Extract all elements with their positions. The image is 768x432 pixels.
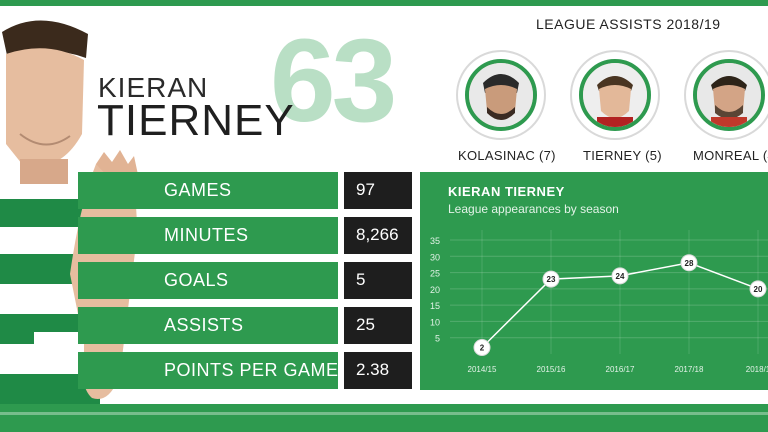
top-accent-bar: [0, 0, 768, 6]
x-tick-label: 2018/1: [746, 365, 768, 374]
player-first-name: KIERAN: [98, 72, 209, 103]
data-label: 24: [616, 272, 625, 281]
avatar-monreal: [693, 59, 765, 131]
stat-value: 2.38: [356, 360, 390, 379]
stat-row-minutes: MINUTES 8,266: [78, 217, 414, 254]
assist-player-avatar: [684, 50, 768, 140]
bottom-stripe: [0, 412, 768, 415]
stat-value-bg: [344, 352, 412, 389]
stat-label-bg: [78, 217, 338, 254]
assist-label-kolasinac: KOLASINAC (7): [458, 148, 556, 163]
data-label: 23: [547, 275, 556, 284]
stat-value: 97: [356, 180, 375, 199]
stat-value: 5: [356, 270, 366, 289]
x-tick-label: 2017/18: [675, 365, 704, 374]
y-tick-label: 35: [430, 236, 440, 246]
player-last-name: TIERNEY: [97, 96, 295, 145]
stat-row-games: GAMES 97: [78, 172, 414, 209]
assist-player-avatar: [456, 50, 546, 140]
stat-label: MINUTES: [164, 225, 249, 245]
x-tick-label: 2016/17: [606, 365, 635, 374]
y-tick-label: 30: [430, 252, 440, 262]
assists-title: LEAGUE ASSISTS 2018/19: [536, 16, 721, 32]
stat-value-bg: [344, 172, 412, 209]
data-point: [611, 267, 629, 285]
y-tick-label: 15: [430, 301, 440, 311]
chart-plot: 5 10 15 20 25 30 35 2 23 24 28 20 2014/15 2015/16 2016…: [430, 230, 768, 374]
stat-label: GOALS: [164, 270, 229, 290]
stat-label-bg: [78, 172, 338, 209]
stat-label: POINTS PER GAME: [164, 360, 339, 380]
bottom-accent-bar: [0, 404, 768, 432]
chart-subtitle: League appearances by season: [448, 202, 619, 216]
data-label: 2: [480, 343, 485, 352]
y-tick-label: 10: [430, 317, 440, 327]
appearances-chart: KIERAN TIERNEY League appearances by sea…: [420, 172, 768, 390]
stat-row-assists: ASSISTS 25: [78, 307, 414, 344]
assist-label-tierney: TIERNEY (5): [583, 148, 662, 163]
stat-value: 25: [356, 315, 375, 334]
data-label: 20: [754, 285, 763, 294]
stat-row-goals: GOALS 5: [78, 262, 414, 299]
data-label: 28: [685, 259, 694, 268]
y-tick-label: 25: [430, 269, 440, 279]
y-tick-label: 5: [435, 334, 440, 344]
stat-row-points-per-game: POINTS PER GAME 2.38: [78, 352, 414, 389]
stat-label: ASSISTS: [164, 315, 244, 335]
stat-label-bg: [78, 352, 338, 389]
avatar-kolasinac: [465, 59, 537, 131]
stat-value-bg: [344, 262, 412, 299]
stat-value-bg: [344, 217, 412, 254]
x-tick-label: 2014/15: [468, 365, 497, 374]
data-point: [680, 254, 698, 272]
stat-value-bg: [344, 307, 412, 344]
squad-number: 63: [270, 15, 397, 147]
stat-label-bg: [78, 262, 338, 299]
data-point: [473, 338, 491, 356]
x-tick-label: 2015/16: [537, 365, 566, 374]
assist-label-monreal: MONREAL (4): [693, 148, 768, 163]
y-tick-label: 20: [430, 285, 440, 295]
data-point: [542, 270, 560, 288]
stat-label: GAMES: [164, 180, 232, 200]
stat-value: 8,266: [356, 225, 399, 244]
data-point: [749, 280, 767, 298]
avatar-tierney: [579, 59, 651, 131]
assist-player-avatar: [570, 50, 660, 140]
chart-title: KIERAN TIERNEY: [448, 184, 565, 199]
stat-label-bg: [78, 307, 338, 344]
